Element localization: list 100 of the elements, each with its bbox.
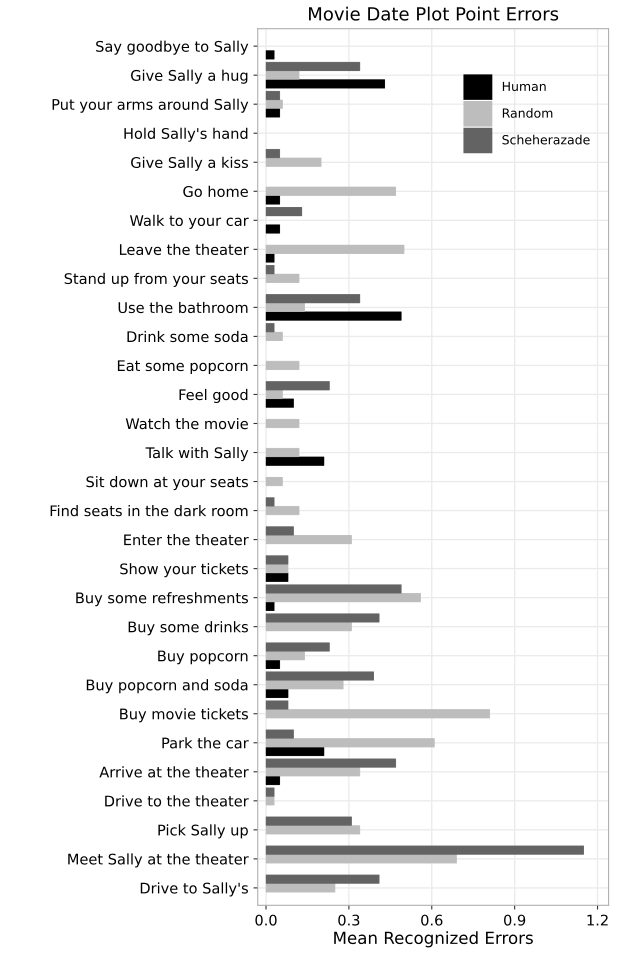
y-tick-label: Buy movie tickets (120, 708, 248, 722)
chart-title: Movie Date Plot Point Errors (309, 6, 558, 21)
y-tick-label: Give Sally a kiss (131, 156, 248, 171)
bar (266, 50, 274, 60)
bar (266, 148, 280, 158)
bar (266, 883, 336, 892)
bar (266, 274, 300, 283)
y-tick-label: Park the car (162, 737, 249, 749)
bar (266, 825, 360, 834)
y-tick-label: Use the bathroom (118, 302, 248, 314)
bar (266, 456, 324, 466)
bar (266, 572, 288, 582)
bar (266, 418, 300, 428)
bar (266, 746, 324, 756)
bar (266, 700, 288, 710)
y-tick-label: Drive to Sally's (140, 882, 248, 896)
bar (266, 100, 283, 109)
y-tick-label: Put your arms around Sally (52, 98, 248, 113)
bar (266, 62, 360, 72)
y-tick-label: Pick Sally up (158, 824, 248, 838)
y-tick-label: Meet Sally at the theater (68, 853, 249, 868)
bar (266, 294, 360, 304)
y-tick-label: Go home (183, 186, 248, 198)
bar (266, 729, 294, 739)
y-tick-label: Feel good (180, 388, 248, 404)
bar (266, 555, 288, 564)
bar (266, 186, 396, 196)
bar (266, 776, 280, 786)
bar (266, 709, 490, 718)
bar (266, 671, 374, 681)
bar (266, 622, 352, 632)
bar (266, 253, 274, 263)
bar (266, 207, 302, 216)
y-tick-label: Enter the theater (124, 534, 249, 546)
bar (266, 788, 274, 797)
y-tick-label: Talk with Sally (146, 446, 248, 462)
bar (266, 738, 435, 748)
bar (266, 846, 584, 855)
y-tick-label: Drink some soda (127, 330, 248, 342)
bar (266, 506, 300, 516)
x-tick-label: 0.0 (255, 914, 277, 926)
x-tick-label: 0.3 (338, 914, 360, 926)
bar (266, 448, 300, 458)
bar (266, 381, 330, 390)
bar (266, 642, 330, 652)
bar (266, 680, 344, 690)
y-tick-label: Buy popcorn (158, 650, 248, 664)
bar (266, 108, 280, 118)
bar (266, 497, 274, 506)
bar (266, 593, 421, 602)
bar (266, 816, 352, 826)
y-tick-label: Buy some refreshments (76, 592, 248, 606)
bar (266, 660, 280, 669)
y-tick-label: Watch the movie (126, 418, 248, 430)
bar (266, 265, 274, 274)
bar (266, 758, 396, 768)
bar (266, 688, 288, 698)
y-tick-label: Give Sally a hug (131, 70, 248, 84)
bar (266, 476, 283, 486)
bar (266, 70, 300, 80)
y-tick-label: Sit down at your seats (86, 476, 248, 490)
legend-label: Scheherazade (502, 134, 590, 144)
bar (266, 854, 457, 864)
y-tick-label: Find seats in the dark room (50, 505, 248, 516)
y-tick-label: Eat some popcorn (118, 360, 248, 374)
bar (266, 564, 288, 574)
x-axis-title: Mean Recognized Errors (334, 931, 533, 948)
bar (266, 526, 294, 536)
x-tick-label: 0.6 (421, 914, 442, 926)
bar (266, 613, 380, 623)
bar (266, 390, 283, 400)
legend-label: Random (502, 108, 552, 118)
bar (266, 584, 402, 594)
bar (266, 323, 274, 332)
bar (266, 360, 300, 370)
y-tick-label: Say goodbye to Sally (96, 40, 248, 55)
y-tick-label: Drive to the theater (105, 795, 249, 807)
y-tick-label: Walk to your car (130, 214, 249, 229)
x-tick-label: 0.9 (504, 914, 526, 926)
bar (266, 312, 402, 321)
bar (266, 302, 305, 312)
y-tick-label: Show your tickets (120, 563, 248, 578)
y-tick-label: Leave the theater (120, 244, 249, 256)
bar (266, 874, 380, 884)
bar (266, 90, 280, 100)
y-tick-label: Arrive at the theater (99, 766, 249, 778)
bar (266, 244, 404, 254)
y-tick-label: Hold Sally's hand (124, 128, 248, 142)
bar (266, 535, 352, 544)
y-tick-label: Buy some drinks (128, 621, 248, 636)
bar (266, 651, 305, 660)
bar (266, 158, 322, 167)
bar (266, 602, 274, 611)
bar (266, 195, 280, 205)
x-tick-label: 1.2 (588, 914, 608, 926)
bar (266, 79, 386, 88)
bar (266, 398, 294, 408)
bar (266, 332, 283, 341)
bar (266, 767, 360, 776)
y-tick-label: Stand up from your seats (64, 272, 248, 287)
